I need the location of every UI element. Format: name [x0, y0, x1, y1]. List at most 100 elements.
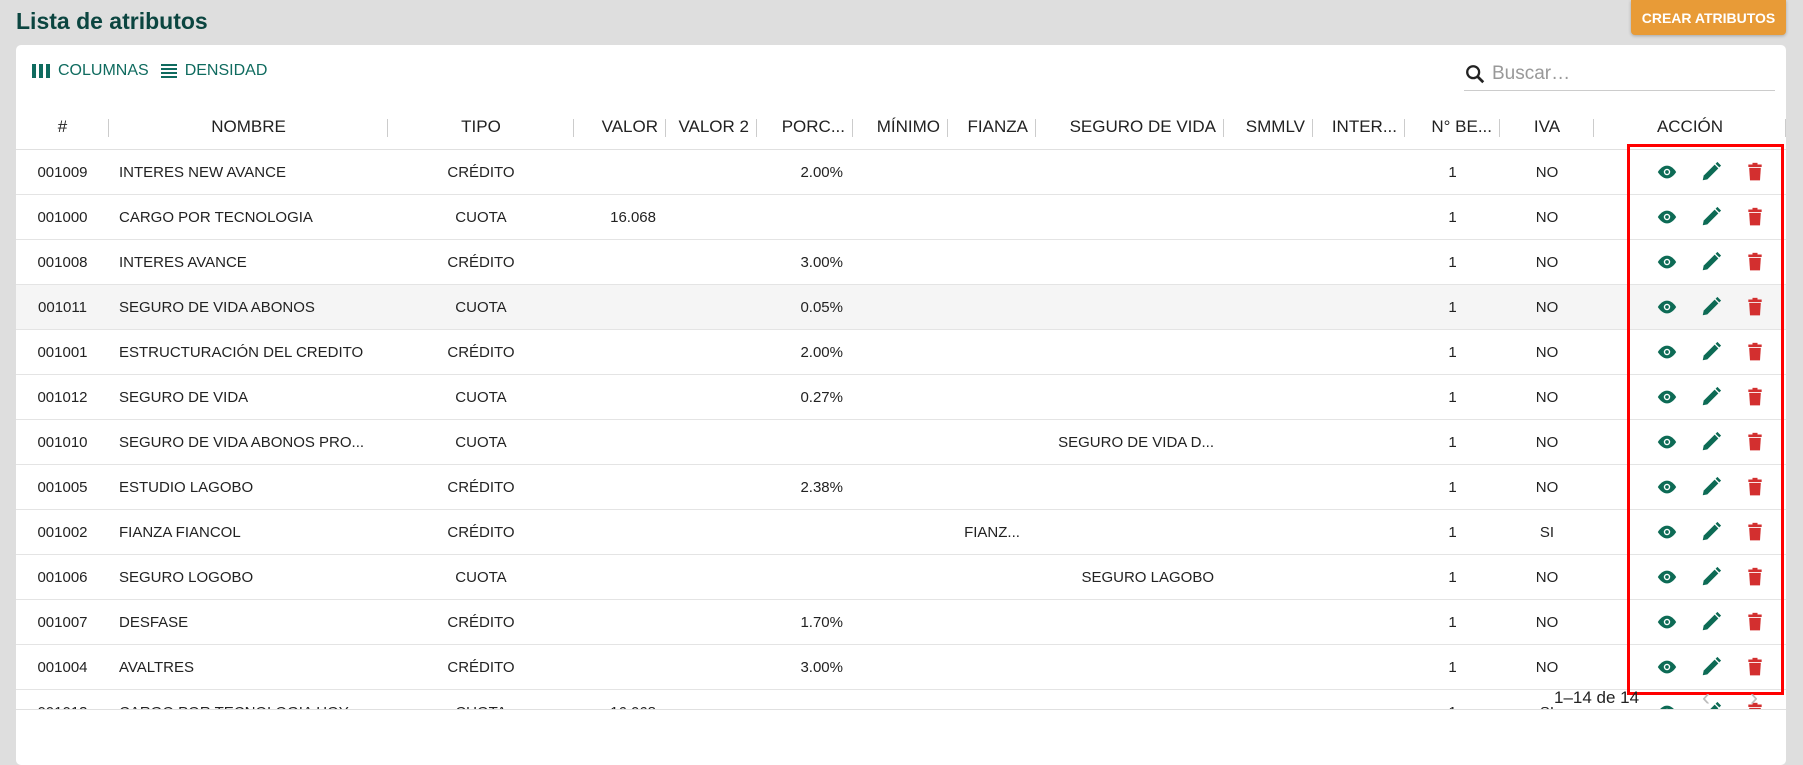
- column-header[interactable]: N° BE...: [1405, 105, 1500, 149]
- edit-button[interactable]: [1700, 161, 1722, 183]
- view-button[interactable]: [1656, 656, 1678, 678]
- table-cell: [574, 645, 666, 689]
- delete-button[interactable]: [1744, 431, 1766, 453]
- view-button[interactable]: [1656, 431, 1678, 453]
- column-header[interactable]: FIANZA: [948, 105, 1036, 149]
- delete-button[interactable]: [1744, 251, 1766, 273]
- column-header[interactable]: SMMLV: [1224, 105, 1313, 149]
- table-cell: 1.70%: [757, 600, 853, 644]
- view-button[interactable]: [1656, 296, 1678, 318]
- trash-icon: [1748, 612, 1762, 631]
- view-button[interactable]: [1656, 386, 1678, 408]
- edit-button[interactable]: [1700, 701, 1722, 709]
- column-header[interactable]: ACCIÓN: [1594, 105, 1786, 149]
- table-row[interactable]: 001013 CARGO POR TECNOLOGIA HOY CUOTA 16.06…: [16, 690, 1786, 710]
- table-row[interactable]: 001006 SEGURO LOGOBO CUOTA SEGURO LAGOBO 1 NO: [16, 555, 1786, 600]
- delete-button[interactable]: [1744, 386, 1766, 408]
- view-button[interactable]: [1656, 701, 1678, 709]
- search-input[interactable]: [1492, 62, 1762, 85]
- table-cell: CRÉDITO: [388, 240, 574, 284]
- columns-icon: [32, 64, 50, 78]
- table-row[interactable]: 001012 SEGURO DE VIDA CUOTA 0.27% 1 NO: [16, 375, 1786, 420]
- edit-button[interactable]: [1700, 341, 1722, 363]
- table-cell: [757, 510, 853, 554]
- table-row[interactable]: 001002 FIANZA FIANCOL CRÉDITO FIANZ... 1 SI: [16, 510, 1786, 555]
- table-row[interactable]: 001001 ESTRUCTURACIÓN DEL CREDITO CRÉDITO 2…: [16, 330, 1786, 375]
- trash-icon: [1748, 252, 1762, 271]
- table-cell: [1036, 645, 1224, 689]
- table-cell: [666, 240, 757, 284]
- table-row[interactable]: 001010 SEGURO DE VIDA ABONOS PRO... CUOTA S…: [16, 420, 1786, 465]
- column-header[interactable]: INTER...: [1313, 105, 1405, 149]
- delete-button[interactable]: [1744, 476, 1766, 498]
- edit-button[interactable]: [1700, 296, 1722, 318]
- table-cell: [757, 195, 853, 239]
- view-button[interactable]: [1656, 476, 1678, 498]
- columns-label: COLUMNAS: [58, 62, 149, 79]
- delete-button[interactable]: [1744, 206, 1766, 228]
- table-cell: 2.38%: [757, 465, 853, 509]
- next-page-icon[interactable]: ›: [1750, 684, 1758, 711]
- trash-icon: [1748, 522, 1762, 541]
- table-cell: 001013: [16, 690, 109, 710]
- column-header[interactable]: SEGURO DE VIDA: [1036, 105, 1224, 149]
- cell-text: 0.27%: [800, 388, 843, 406]
- table-cell: CUOTA: [388, 555, 574, 599]
- cell-text: AVALTRES: [119, 658, 195, 676]
- table-cell: [948, 420, 1036, 464]
- table-row[interactable]: 001011 SEGURO DE VIDA ABONOS CUOTA 0.05% 1 NO: [16, 285, 1786, 330]
- delete-button[interactable]: [1744, 701, 1766, 709]
- table-row[interactable]: 001009 INTERES NEW AVANCE CRÉDITO 2.00% 1 NO: [16, 150, 1786, 195]
- table-cell: CUOTA: [388, 420, 574, 464]
- cell-text: 1: [1448, 523, 1457, 541]
- edit-button[interactable]: [1700, 656, 1722, 678]
- previous-page-icon[interactable]: ‹: [1702, 684, 1710, 711]
- table-cell: [1036, 465, 1224, 509]
- delete-button[interactable]: [1744, 656, 1766, 678]
- edit-button[interactable]: [1700, 476, 1722, 498]
- table-cell: CRÉDITO: [388, 510, 574, 554]
- eye-icon: [1657, 615, 1677, 629]
- table-row[interactable]: 001004 AVALTRES CRÉDITO 3.00% 1 NO: [16, 645, 1786, 690]
- eye-icon: [1657, 345, 1677, 359]
- view-button[interactable]: [1656, 611, 1678, 633]
- delete-button[interactable]: [1744, 611, 1766, 633]
- view-button[interactable]: [1656, 251, 1678, 273]
- columns-button[interactable]: COLUMNAS: [32, 62, 149, 80]
- column-header[interactable]: #: [16, 105, 109, 149]
- create-attributes-button[interactable]: CREAR ATRIBUTOS: [1631, 0, 1786, 35]
- column-header[interactable]: VALOR 2: [666, 105, 757, 149]
- edit-button[interactable]: [1700, 521, 1722, 543]
- delete-button[interactable]: [1744, 521, 1766, 543]
- view-button[interactable]: [1656, 566, 1678, 588]
- view-button[interactable]: [1656, 161, 1678, 183]
- edit-button[interactable]: [1700, 251, 1722, 273]
- cell-text: 2.00%: [800, 163, 843, 181]
- column-header[interactable]: VALOR: [574, 105, 666, 149]
- column-header[interactable]: IVA: [1500, 105, 1594, 149]
- column-header[interactable]: MÍNIMO: [853, 105, 948, 149]
- view-button[interactable]: [1656, 521, 1678, 543]
- delete-button[interactable]: [1744, 341, 1766, 363]
- delete-button[interactable]: [1744, 296, 1766, 318]
- delete-button[interactable]: [1744, 161, 1766, 183]
- view-button[interactable]: [1656, 206, 1678, 228]
- edit-button[interactable]: [1700, 431, 1722, 453]
- column-header[interactable]: PORC...: [757, 105, 853, 149]
- edit-button[interactable]: [1700, 611, 1722, 633]
- delete-button[interactable]: [1744, 566, 1766, 588]
- table-row[interactable]: 001007 DESFASE CRÉDITO 1.70% 1 NO: [16, 600, 1786, 645]
- view-button[interactable]: [1656, 341, 1678, 363]
- table-row[interactable]: 001008 INTERES AVANCE CRÉDITO 3.00% 1 NO: [16, 240, 1786, 285]
- cell-text: 3.00%: [800, 658, 843, 676]
- column-header[interactable]: TIPO: [388, 105, 574, 149]
- edit-button[interactable]: [1700, 206, 1722, 228]
- edit-button[interactable]: [1700, 386, 1722, 408]
- table-cell: 001007: [16, 600, 109, 644]
- edit-button[interactable]: [1700, 566, 1722, 588]
- table-row[interactable]: 001005 ESTUDIO LAGOBO CRÉDITO 2.38% 1 NO: [16, 465, 1786, 510]
- cell-text: CARGO POR TECNOLOGIA HOY: [119, 704, 349, 710]
- column-header[interactable]: NOMBRE: [109, 105, 388, 149]
- density-button[interactable]: DENSIDAD: [160, 62, 267, 80]
- table-row[interactable]: 001000 CARGO POR TECNOLOGIA CUOTA 16.068 1 NO: [16, 195, 1786, 240]
